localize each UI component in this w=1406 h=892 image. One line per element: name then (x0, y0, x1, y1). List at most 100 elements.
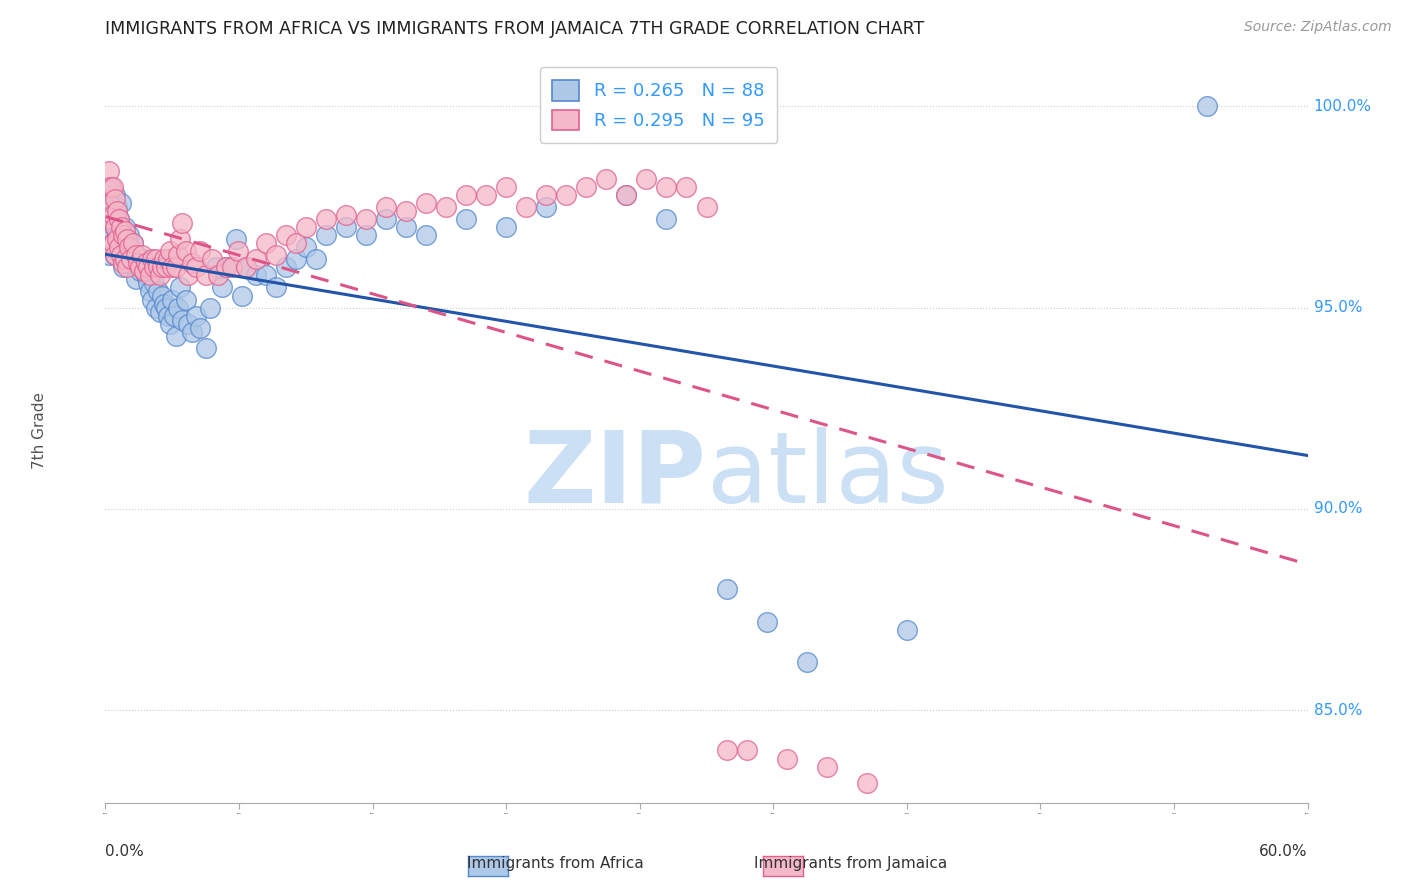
Point (104, 187, 127, 202)
Point (124, 248, 146, 262)
Point (132, 264, 155, 278)
Point (138, 268, 160, 283)
Point (305, 252, 328, 267)
Point (495, 179, 517, 194)
Point (284, 252, 307, 267)
Point (112, 256, 135, 270)
Point (136, 277, 159, 291)
Point (176, 268, 198, 283)
Point (103, 208, 125, 222)
Point (184, 309, 207, 323)
Point (184, 260, 207, 275)
Point (796, 655, 818, 669)
Point (156, 252, 179, 267)
Point (245, 268, 267, 283)
Point (194, 268, 217, 283)
Point (315, 212, 337, 227)
Point (112, 236, 135, 251)
Text: 60.0%: 60.0% (1260, 844, 1308, 859)
Point (166, 248, 188, 262)
Text: ZIP: ZIP (523, 426, 707, 524)
Point (121, 252, 143, 267)
Point (575, 179, 598, 194)
Point (165, 328, 187, 343)
Point (96, 179, 118, 194)
Point (454, 187, 477, 202)
Point (374, 212, 398, 227)
Point (696, 200, 718, 214)
Point (108, 240, 131, 254)
Point (776, 751, 799, 765)
Point (110, 220, 132, 235)
Point (114, 252, 136, 267)
Point (117, 260, 139, 275)
Point (188, 244, 211, 259)
Point (135, 256, 157, 270)
Text: 100.0%: 100.0% (1313, 99, 1372, 114)
Point (225, 232, 247, 246)
Point (148, 268, 170, 283)
Point (395, 204, 418, 219)
Point (755, 615, 778, 629)
Point (114, 224, 136, 238)
Point (207, 268, 229, 283)
Point (335, 220, 357, 235)
Point (128, 260, 150, 275)
Point (142, 260, 165, 275)
Point (110, 195, 132, 210)
Point (264, 248, 287, 262)
Point (716, 743, 738, 757)
Point (284, 236, 307, 251)
Point (98, 195, 121, 210)
Point (616, 187, 638, 202)
Point (194, 341, 217, 355)
Point (170, 312, 193, 326)
Point (98, 248, 121, 262)
Point (235, 260, 257, 275)
Point (156, 309, 179, 323)
Point (117, 256, 139, 270)
Point (716, 582, 738, 597)
Point (145, 301, 167, 315)
Point (131, 248, 153, 262)
Point (534, 200, 557, 214)
Point (655, 212, 678, 227)
Point (170, 216, 193, 230)
Point (141, 293, 163, 307)
Point (100, 192, 122, 206)
Point (104, 248, 127, 262)
Point (100, 240, 122, 254)
Point (855, 775, 877, 789)
Point (96, 240, 118, 254)
Point (264, 280, 287, 294)
Point (434, 200, 457, 214)
Point (100, 212, 122, 227)
Text: Immigrants from Jamaica: Immigrants from Jamaica (754, 856, 948, 871)
Text: atlas: atlas (707, 426, 948, 524)
Point (98, 216, 121, 230)
Point (555, 187, 578, 202)
Point (107, 232, 129, 246)
Point (127, 256, 149, 270)
Point (274, 260, 297, 275)
Point (595, 171, 617, 186)
Point (152, 296, 174, 310)
Point (315, 228, 337, 243)
Text: 7th Grade: 7th Grade (32, 392, 46, 469)
Point (180, 256, 202, 270)
Point (655, 179, 678, 194)
Point (188, 320, 211, 334)
Point (214, 260, 236, 275)
Point (100, 179, 122, 194)
Point (159, 317, 181, 331)
Point (118, 240, 141, 254)
Point (128, 264, 150, 278)
Point (475, 187, 498, 202)
Point (122, 236, 145, 251)
Point (226, 244, 249, 259)
Point (274, 228, 297, 243)
Point (495, 220, 517, 235)
Point (145, 252, 167, 267)
Point (100, 224, 122, 238)
Point (108, 212, 131, 227)
